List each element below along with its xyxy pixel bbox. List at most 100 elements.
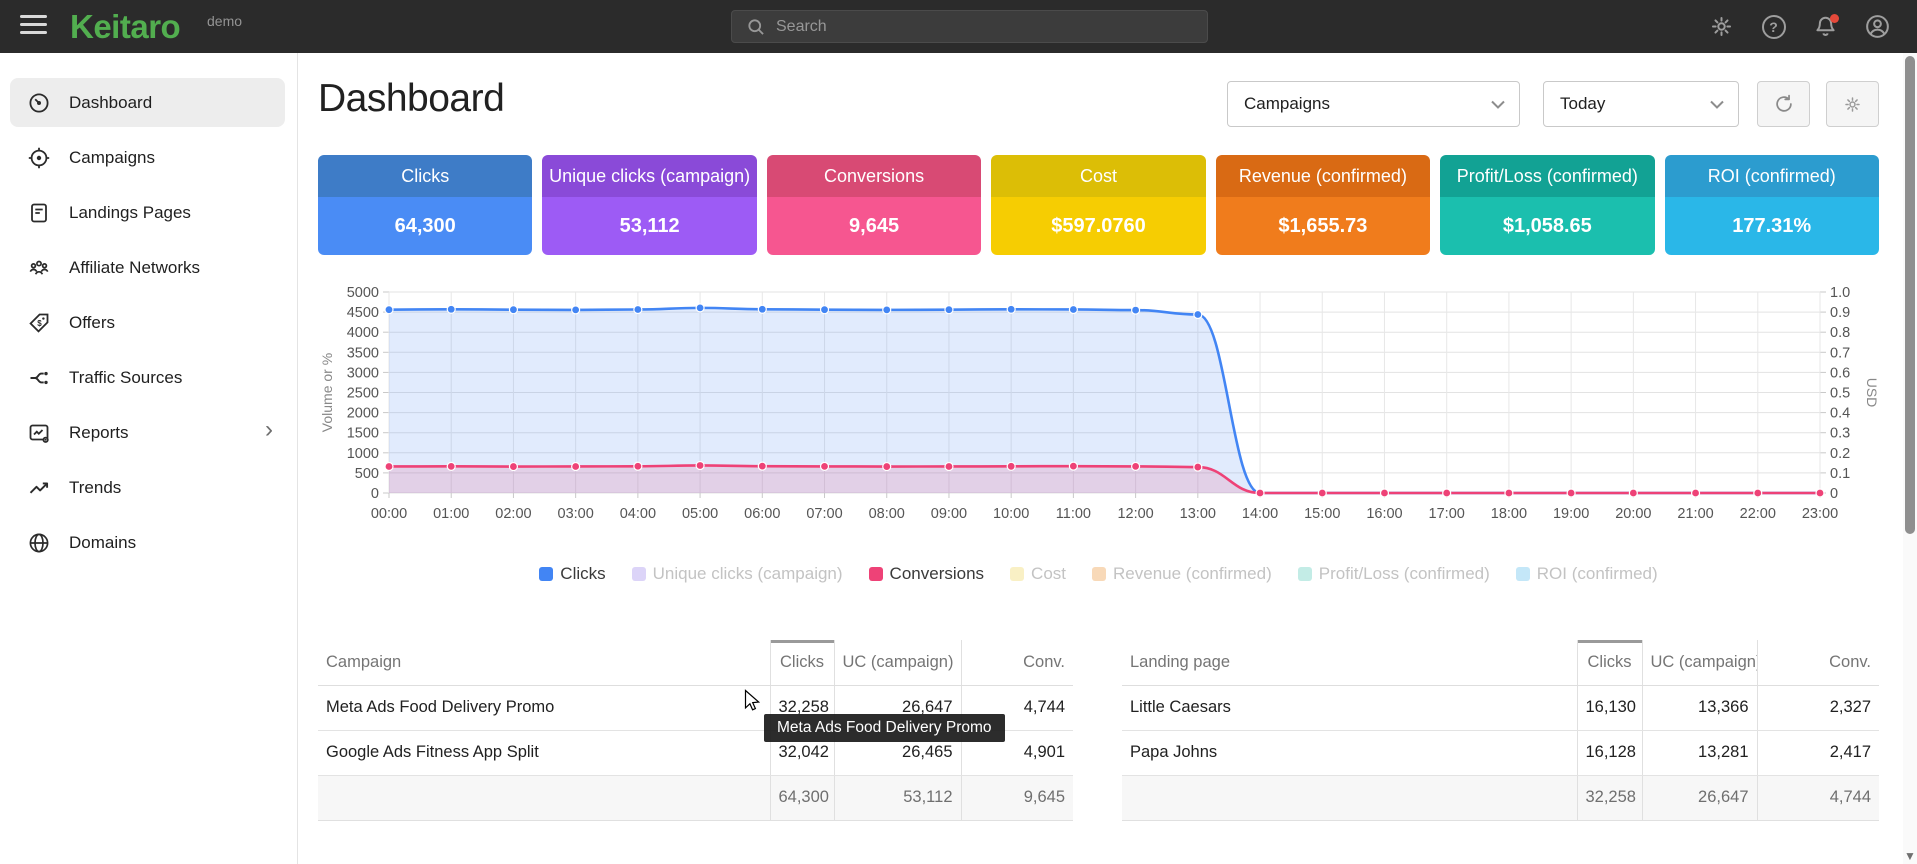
legend-item-cost[interactable]: Cost <box>1010 564 1066 584</box>
legend-swatch <box>1298 567 1312 581</box>
legend-item-revenue[interactable]: Revenue (confirmed) <box>1092 564 1272 584</box>
date-range-value: Today <box>1560 94 1605 114</box>
svg-text:14:00: 14:00 <box>1242 506 1278 522</box>
settings-gear-icon[interactable] <box>1708 13 1735 40</box>
legend-swatch <box>632 567 646 581</box>
legend-swatch <box>539 567 553 581</box>
svg-text:21:00: 21:00 <box>1677 506 1713 522</box>
refresh-button[interactable] <box>1757 81 1810 127</box>
legend-swatch <box>1010 567 1024 581</box>
help-icon[interactable]: ? <box>1760 13 1787 40</box>
svg-text:13:00: 13:00 <box>1180 506 1216 522</box>
global-search[interactable] <box>731 10 1208 43</box>
line-chart-canvas: 50001.045000.940000.835000.730000.625000… <box>318 283 1879 533</box>
stat-card-value: $1,058.65 <box>1440 197 1654 255</box>
legend-item-unique-clicks[interactable]: Unique clicks (campaign) <box>632 564 843 584</box>
svg-text:1500: 1500 <box>347 426 379 442</box>
stat-card-roi: ROI (confirmed) 177.31% <box>1665 155 1879 255</box>
svg-text:3000: 3000 <box>347 365 379 381</box>
sidebar-item-label: Affiliate Networks <box>69 258 200 278</box>
menu-toggle-icon[interactable] <box>20 15 47 37</box>
column-header-clicks[interactable]: Clicks <box>1577 640 1642 685</box>
scrollbar-down-arrow[interactable]: ▼ <box>1904 849 1916 863</box>
stat-card-label: Profit/Loss (confirmed) <box>1440 155 1654 197</box>
svg-text:02:00: 02:00 <box>495 506 531 522</box>
legend-item-conversions[interactable]: Conversions <box>869 564 985 584</box>
scrollbar-thumb[interactable] <box>1905 56 1915 534</box>
stat-card-cost: Cost $597.0760 <box>991 155 1205 255</box>
sidebar-item-reports[interactable]: Reports › <box>0 405 297 460</box>
stat-card-label: Revenue (confirmed) <box>1216 155 1430 197</box>
svg-text:0.2: 0.2 <box>1830 446 1850 462</box>
sidebar-item-label: Dashboard <box>69 93 152 113</box>
sidebar-item-trends[interactable]: Trends <box>0 460 297 515</box>
dashboard-gauge-icon <box>27 91 51 115</box>
svg-text:00:00: 00:00 <box>371 506 407 522</box>
globe-icon <box>27 531 51 555</box>
svg-text:01:00: 01:00 <box>433 506 469 522</box>
stat-card-label: Cost <box>991 155 1205 197</box>
svg-text:$: $ <box>37 319 42 328</box>
sidebar-item-label: Trends <box>69 478 121 498</box>
table-totals-row: 32,258 26,647 4,744 <box>1122 775 1879 820</box>
svg-text:2000: 2000 <box>347 406 379 422</box>
svg-text:11:00: 11:00 <box>1056 506 1091 522</box>
sidebar-item-campaigns[interactable]: Campaigns <box>0 130 297 185</box>
app-logo: Keitaro <box>70 8 180 46</box>
svg-text:4500: 4500 <box>347 305 379 321</box>
sidebar-item-offers[interactable]: $ Offers <box>0 295 297 350</box>
document-icon <box>27 201 51 225</box>
top-navbar: Keitaro demo ? <box>0 0 1917 53</box>
svg-text:19:00: 19:00 <box>1553 506 1589 522</box>
sidebar-item-label: Domains <box>69 533 136 553</box>
page-title: Dashboard <box>318 77 504 121</box>
sidebar-item-landings-pages[interactable]: Landings Pages <box>0 185 297 240</box>
table-row[interactable]: Papa Johns 16,128 13,281 2,417 <box>1122 730 1879 775</box>
svg-text:0: 0 <box>1830 486 1838 502</box>
svg-text:1000: 1000 <box>347 446 379 462</box>
svg-text:04:00: 04:00 <box>620 506 656 522</box>
svg-text:2500: 2500 <box>347 386 379 402</box>
legend-item-clicks[interactable]: Clicks <box>539 564 605 584</box>
svg-text:06:00: 06:00 <box>744 506 780 522</box>
campaigns-filter-value: Campaigns <box>1244 94 1330 114</box>
column-header-landing-page[interactable]: Landing page <box>1122 640 1577 685</box>
campaigns-filter-select[interactable]: Campaigns <box>1227 81 1520 127</box>
page-scrollbar[interactable]: ▼ <box>1903 53 1917 864</box>
sidebar-item-affiliate-networks[interactable]: Affiliate Networks <box>0 240 297 295</box>
notifications-bell-icon[interactable] <box>1812 13 1839 40</box>
svg-text:07:00: 07:00 <box>806 506 842 522</box>
dashboard-settings-button[interactable] <box>1826 81 1879 127</box>
legend-swatch <box>869 567 883 581</box>
column-header-conv[interactable]: Conv. <box>1757 640 1879 685</box>
svg-text:09:00: 09:00 <box>931 506 967 522</box>
sidebar-item-dashboard[interactable]: Dashboard <box>0 75 297 130</box>
legend-item-profit-loss[interactable]: Profit/Loss (confirmed) <box>1298 564 1490 584</box>
legend-item-roi[interactable]: ROI (confirmed) <box>1516 564 1658 584</box>
svg-text:22:00: 22:00 <box>1740 506 1776 522</box>
user-avatar-icon[interactable] <box>1864 13 1891 40</box>
date-range-select[interactable]: Today <box>1543 81 1739 127</box>
stat-card-value: 9,645 <box>767 197 981 255</box>
refresh-icon <box>1773 93 1795 115</box>
svg-text:0.7: 0.7 <box>1830 345 1850 361</box>
column-header-uc-campaign[interactable]: UC (campaign) <box>1642 640 1757 685</box>
search-input[interactable] <box>776 18 1207 36</box>
svg-text:23:00: 23:00 <box>1802 506 1838 522</box>
svg-text:0.1: 0.1 <box>1830 466 1850 482</box>
svg-text:17:00: 17:00 <box>1429 506 1465 522</box>
report-chart-icon <box>27 421 51 445</box>
chevron-right-icon: › <box>265 418 273 442</box>
column-header-campaign[interactable]: Campaign <box>318 640 770 685</box>
column-header-conv[interactable]: Conv. <box>961 640 1073 685</box>
sidebar-item-label: Landings Pages <box>69 203 191 223</box>
column-header-uc-campaign[interactable]: UC (campaign) <box>834 640 961 685</box>
svg-text:5000: 5000 <box>347 285 379 301</box>
table-row[interactable]: Little Caesars 16,130 13,366 2,327 <box>1122 685 1879 730</box>
svg-text:15:00: 15:00 <box>1304 506 1340 522</box>
main-content: Dashboard Campaigns Today <box>299 53 1903 864</box>
sidebar-item-traffic-sources[interactable]: Traffic Sources <box>0 350 297 405</box>
column-header-clicks[interactable]: Clicks <box>770 640 834 685</box>
sidebar-item-domains[interactable]: Domains <box>0 515 297 570</box>
sidebar-item-label: Offers <box>69 313 115 333</box>
